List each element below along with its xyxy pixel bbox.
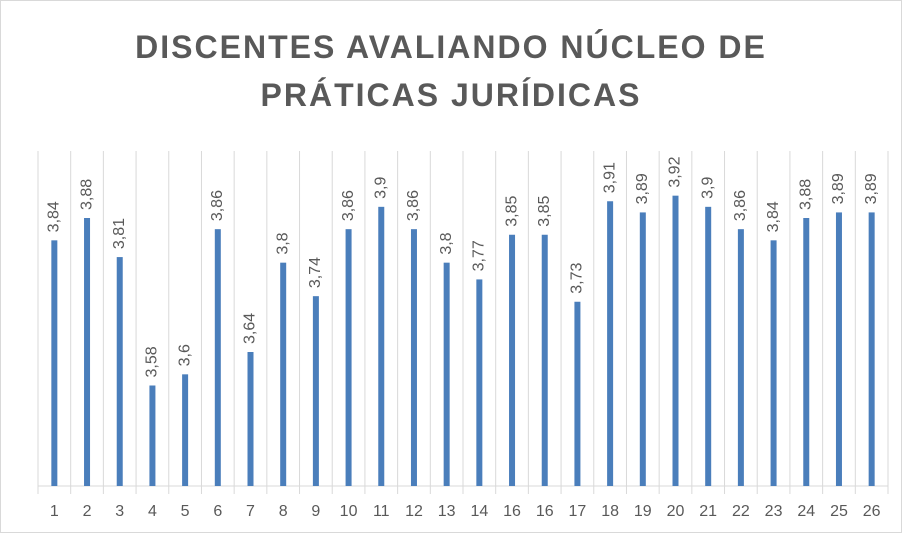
data-label: 3,9: [372, 176, 389, 198]
bar: [737, 229, 744, 486]
bar: [410, 229, 417, 486]
x-tick-label: 19: [634, 503, 652, 520]
bar: [345, 229, 352, 486]
data-label: 3,89: [830, 173, 847, 204]
data-label: 3,8: [274, 232, 291, 254]
x-tick-label: 4: [148, 503, 157, 520]
data-label: 3,91: [601, 162, 618, 193]
data-label: 3,86: [405, 190, 422, 221]
x-tick-label: 20: [667, 503, 685, 520]
bar: [705, 206, 712, 487]
bar: [312, 296, 319, 486]
data-label: 3,84: [46, 201, 63, 232]
x-tick-label: 10: [340, 503, 358, 520]
x-tick-label: 2: [83, 503, 92, 520]
x-tick-label: 1: [50, 503, 59, 520]
data-label: 3,89: [634, 173, 651, 204]
data-label: 3,58: [144, 346, 161, 377]
x-tick-label: 23: [765, 503, 783, 520]
x-tick-label: 17: [569, 503, 587, 520]
data-label: 3,88: [797, 179, 814, 210]
data-label: 3,89: [863, 173, 880, 204]
x-tick-label: 24: [797, 503, 815, 520]
data-label: 3,92: [667, 156, 684, 187]
x-tick-label: 14: [470, 503, 488, 520]
x-tick-label: 16: [503, 503, 521, 520]
x-tick-label: 26: [863, 503, 881, 520]
x-tick-label: 6: [213, 503, 222, 520]
data-label: 3,9: [699, 176, 716, 198]
x-tick-label: 3: [115, 503, 124, 520]
x-tick-label: 16: [536, 503, 554, 520]
x-tick-label: 8: [279, 503, 288, 520]
bar: [835, 212, 842, 486]
bar: [803, 218, 810, 486]
bar: [280, 262, 287, 486]
data-label: 3,85: [536, 196, 553, 227]
chart-title: DISCENTES AVALIANDO NÚCLEO DE PRÁTICAS J…: [135, 29, 767, 113]
bar: [770, 240, 777, 486]
bar: [378, 206, 385, 487]
data-label: 3,81: [111, 218, 128, 249]
data-label: 3,74: [307, 257, 324, 288]
data-label: 3,73: [569, 263, 586, 294]
bar: [607, 201, 614, 486]
data-label: 3,84: [765, 201, 782, 232]
data-label: 3,86: [340, 190, 357, 221]
bar: [639, 212, 646, 486]
bar: [149, 385, 156, 486]
bar: [541, 234, 548, 486]
bar: [84, 218, 91, 486]
data-label: 3,6: [176, 344, 193, 366]
x-tick-label: 5: [181, 503, 190, 520]
data-label: 3,86: [209, 190, 226, 221]
bar: [443, 262, 450, 486]
bar: [868, 212, 875, 486]
data-label: 3,8: [438, 232, 455, 254]
x-tick-label: 25: [830, 503, 848, 520]
bar: [672, 195, 679, 486]
bar: [476, 279, 483, 486]
data-label: 3,86: [732, 190, 749, 221]
bar: [247, 352, 254, 486]
data-label: 3,88: [78, 179, 95, 210]
x-tick-label: 13: [438, 503, 456, 520]
data-label: 3,64: [242, 313, 259, 344]
bar: [509, 234, 516, 486]
x-tick-label: 7: [246, 503, 255, 520]
bar: [182, 374, 189, 486]
x-tick-label: 9: [311, 503, 320, 520]
bar: [214, 229, 221, 486]
data-label: 3,85: [503, 196, 520, 227]
data-label: 3,77: [471, 240, 488, 271]
x-tick-label: 21: [699, 503, 717, 520]
bar: [116, 257, 123, 486]
x-tick-label: 18: [601, 503, 619, 520]
x-tick-label: 12: [405, 503, 423, 520]
bar: [51, 240, 58, 486]
x-tick-label: 11: [373, 503, 390, 520]
x-tick-label: 22: [732, 503, 750, 520]
bar: [574, 301, 581, 486]
